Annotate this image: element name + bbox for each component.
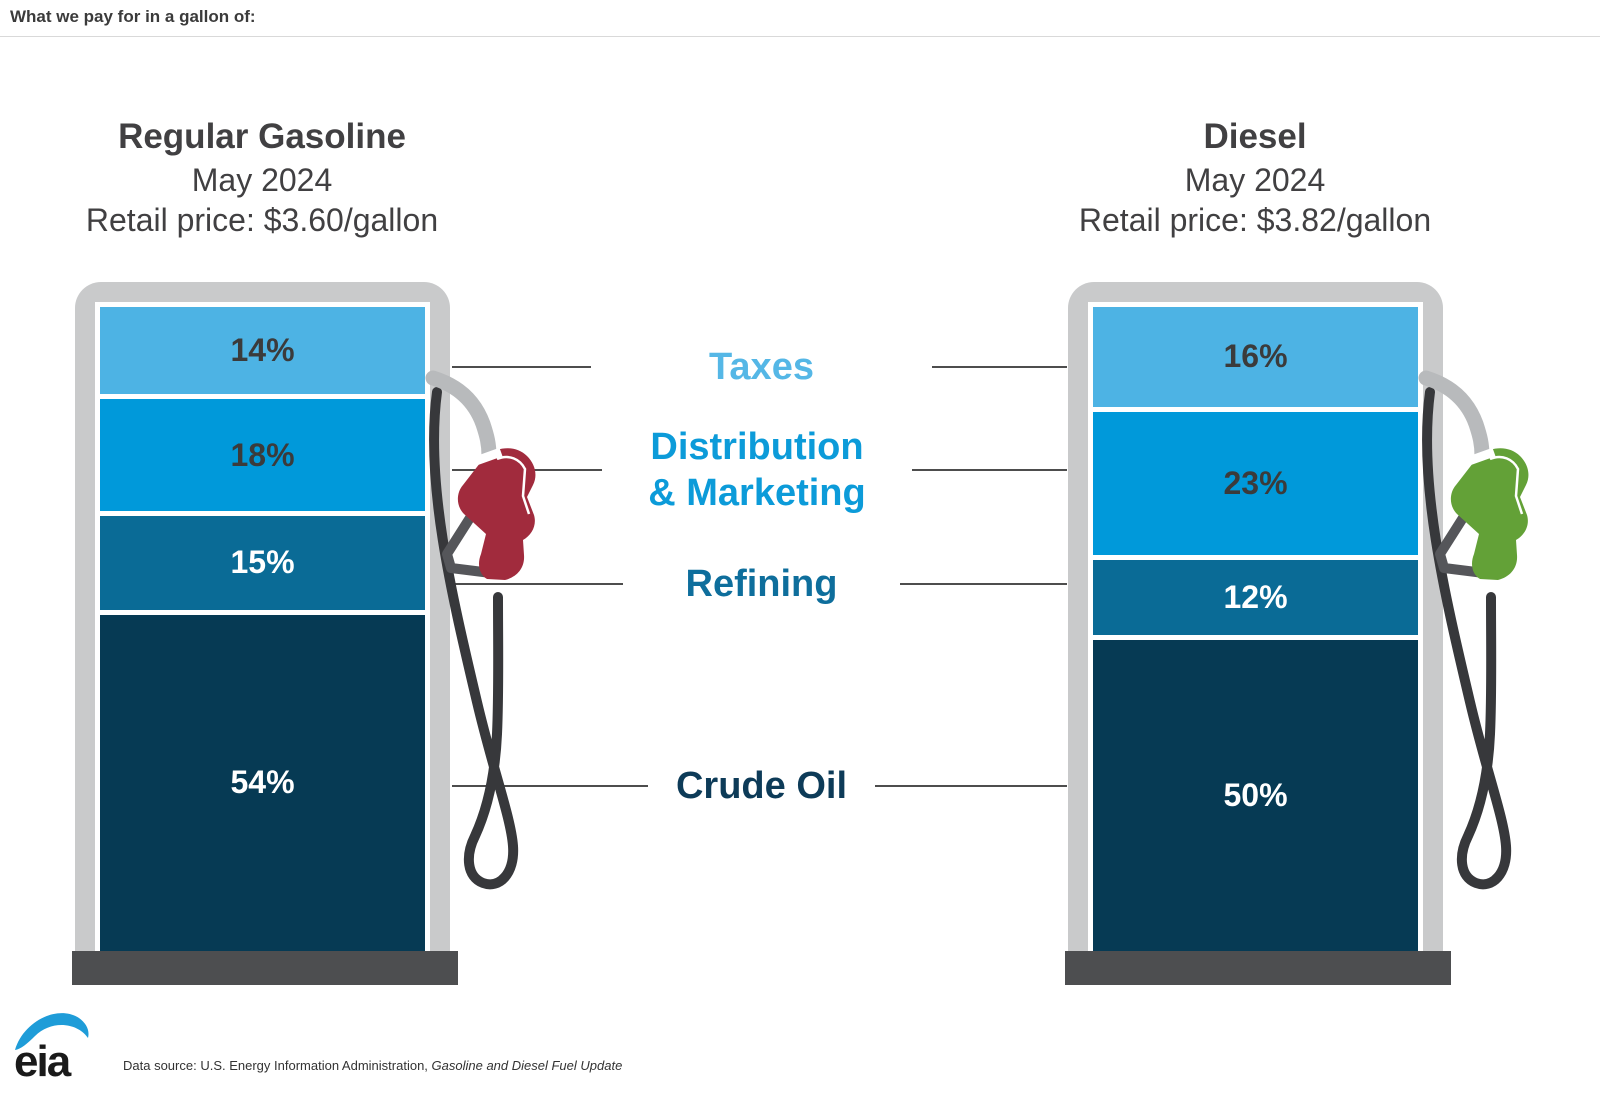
connector-line <box>452 785 648 787</box>
diesel-header: Diesel May 2024 Retail price: $3.82/gall… <box>1020 114 1490 241</box>
diesel-nozzle-icon <box>1418 370 1529 890</box>
gasoline-segment-taxes: 14% <box>100 307 425 395</box>
diesel-pump-segments: 16% 23% 12% 50% <box>1088 302 1423 951</box>
nozzle-spout <box>425 370 497 464</box>
gasoline-pump-base <box>72 951 458 985</box>
diesel-retail-price: Retail price: $3.82/gallon <box>1078 202 1432 239</box>
diesel-pump-base <box>1065 951 1451 985</box>
gasoline-retail-price: Retail price: $3.60/gallon <box>85 202 439 239</box>
title-divider <box>0 36 1600 37</box>
gasoline-segment-distribution-marketing: 18% <box>100 399 425 512</box>
gasoline-pump-segments: 14% 18% 15% 54% <box>95 302 430 951</box>
connector-line <box>932 366 1067 368</box>
gasoline-pump: 14% 18% 15% 54% <box>75 282 450 951</box>
gasoline-taxes-value: 14% <box>230 332 295 369</box>
eia-logo-swoosh <box>15 1013 89 1050</box>
nozzle-spout <box>1418 370 1490 464</box>
legend-label-taxes: Taxes <box>709 345 814 388</box>
gasoline-refining-value: 15% <box>230 544 295 581</box>
connector-line <box>452 366 591 368</box>
nozzle-highlight <box>496 455 531 515</box>
gasoline-segment-refining: 15% <box>100 516 425 610</box>
diesel-segment-distribution-marketing: 23% <box>1093 411 1418 555</box>
diesel-segment-crude-oil: 50% <box>1093 639 1418 951</box>
data-source-publication: Gasoline and Diesel Fuel Update <box>431 1058 623 1073</box>
nozzle-band <box>471 447 503 467</box>
nozzle-hose <box>1421 387 1512 890</box>
nozzle-band <box>1464 447 1496 467</box>
legend-row-taxes: Taxes <box>452 345 1067 388</box>
diesel-distribution-value: 23% <box>1223 464 1288 501</box>
diesel-title: Diesel <box>1203 117 1307 156</box>
nozzle-body <box>457 448 536 580</box>
data-source: Data source: U.S. Energy Information Adm… <box>123 1058 622 1073</box>
legend-label-crude-oil: Crude Oil <box>675 764 848 807</box>
diesel-pump: 16% 23% 12% 50% <box>1068 282 1443 951</box>
connector-line <box>452 583 623 585</box>
gasoline-nozzle-icon <box>425 370 536 890</box>
diesel-taxes-value: 16% <box>1223 338 1288 375</box>
diesel-refining-value: 12% <box>1223 578 1288 615</box>
page-title: What we pay for in a gallon of: <box>10 7 256 26</box>
gasoline-crude-oil-value: 54% <box>230 764 295 801</box>
diesel-segment-refining: 12% <box>1093 559 1418 635</box>
connector-line <box>912 469 1067 471</box>
connector-line <box>900 583 1067 585</box>
diesel-crude-oil-value: 50% <box>1223 776 1288 813</box>
gasoline-period: May 2024 <box>191 161 333 198</box>
gasoline-header: Regular Gasoline May 2024 Retail price: … <box>27 114 497 241</box>
diesel-segment-taxes: 16% <box>1093 307 1418 407</box>
gasoline-distribution-value: 18% <box>230 436 295 473</box>
connector-line <box>875 785 1067 787</box>
diesel-period: May 2024 <box>1184 161 1326 198</box>
nozzle-body <box>1450 448 1529 580</box>
legend-row-distribution-marketing: Distribution & Marketing <box>452 422 1067 518</box>
legend-label-distribution-marketing: Distribution & Marketing <box>648 425 866 514</box>
data-source-prefix: Data source: U.S. Energy Information Adm… <box>123 1058 432 1073</box>
legend-row-crude-oil: Crude Oil <box>452 764 1067 807</box>
legend-label-refining: Refining <box>685 562 838 605</box>
gasoline-segment-crude-oil: 54% <box>100 614 425 951</box>
eia-logo: eia <box>14 1013 89 1082</box>
gasoline-title: Regular Gasoline <box>118 117 406 156</box>
legend-row-refining: Refining <box>452 562 1067 605</box>
nozzle-highlight <box>1489 455 1524 515</box>
eia-logo-text: eia <box>14 1037 72 1082</box>
nozzle-hose <box>428 387 519 890</box>
